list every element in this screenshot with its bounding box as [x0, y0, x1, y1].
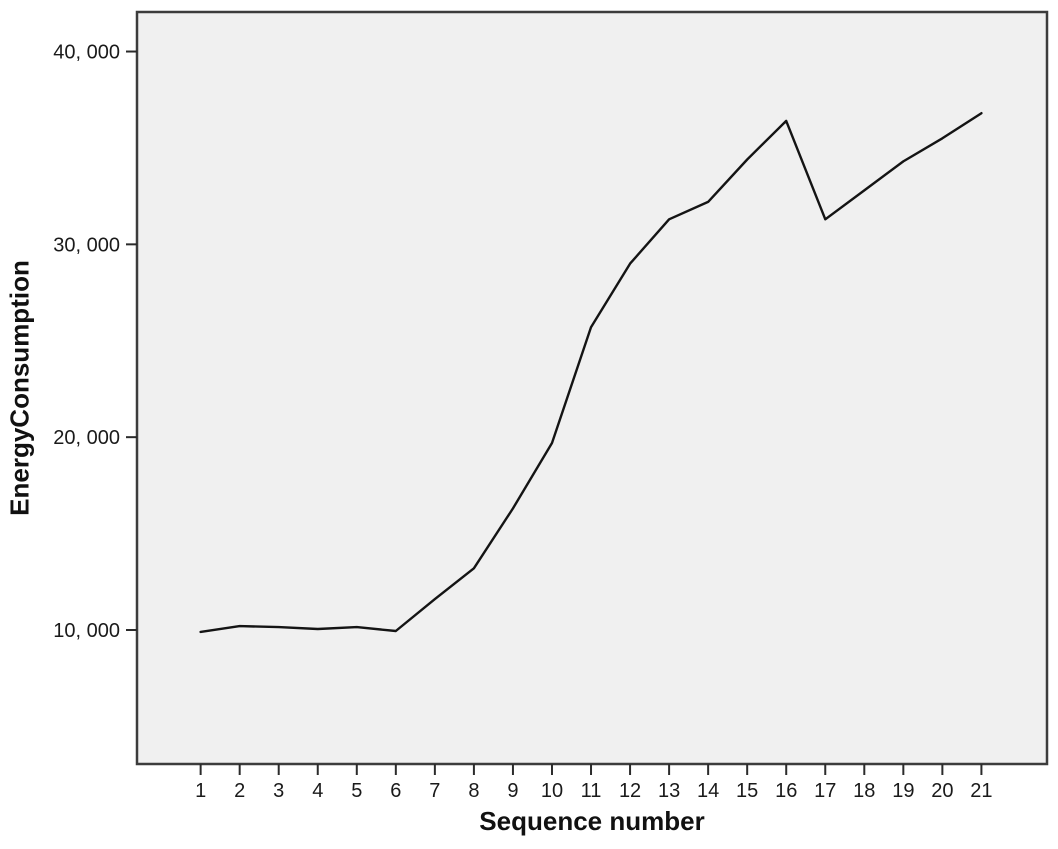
- x-tick-label: 19: [892, 780, 914, 802]
- x-tick-label: 10: [541, 780, 563, 802]
- x-axis-title: Sequence number: [479, 806, 705, 836]
- x-tick-label: 13: [658, 780, 680, 802]
- x-tick-label: 21: [970, 780, 992, 802]
- x-tick-label: 6: [390, 780, 401, 802]
- y-tick-label: 30, 000: [53, 234, 120, 256]
- y-tick-label: 20, 000: [53, 427, 120, 449]
- y-tick-label: 40, 000: [53, 42, 120, 64]
- x-tick-label: 15: [736, 780, 758, 802]
- x-tick-label: 9: [507, 780, 518, 802]
- x-tick-label: 17: [814, 780, 836, 802]
- x-tick-label: 1: [195, 780, 206, 802]
- x-tick-label: 5: [351, 780, 362, 802]
- x-tick-label: 11: [581, 780, 602, 802]
- x-tick-label: 20: [931, 780, 953, 802]
- x-tick-label: 12: [619, 780, 641, 802]
- x-tick-label: 7: [429, 780, 440, 802]
- x-tick-label: 2: [234, 780, 245, 802]
- x-tick-label: 16: [775, 780, 797, 802]
- energy-consumption-line: [199, 111, 983, 634]
- x-tick-label: 14: [697, 780, 719, 802]
- y-axis-title: EnergyConsumption: [4, 260, 35, 516]
- x-tick-label: 3: [273, 780, 284, 802]
- x-tick-label: 18: [853, 780, 875, 802]
- y-tick-label: 10, 000: [53, 620, 120, 642]
- x-tick-label: 8: [468, 780, 479, 802]
- plot-panel: [135, 10, 1049, 766]
- x-tick-label: 4: [312, 780, 323, 802]
